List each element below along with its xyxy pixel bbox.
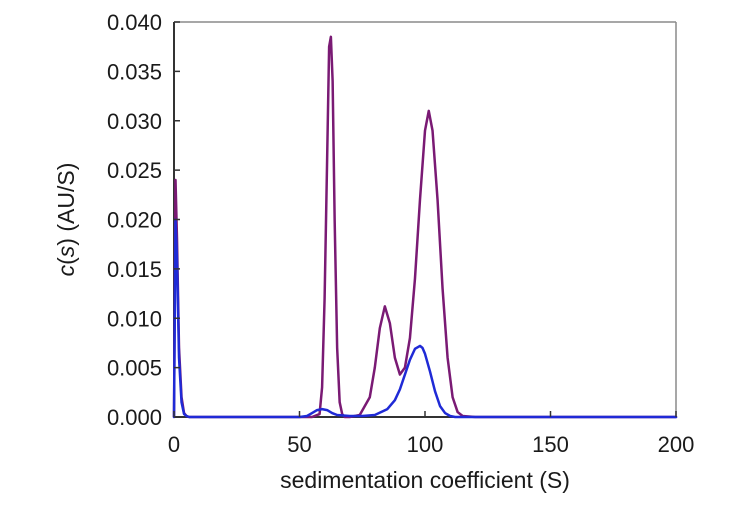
x-axis-ticks: 0 50 100 150 200 (168, 411, 694, 457)
y-axis-title-c: c (53, 264, 79, 276)
y-tick-label: 0.025 (107, 158, 162, 183)
y-axis-ticks: 0.000 0.005 0.010 0.015 0.020 0.025 0.030 0.035… (107, 10, 180, 430)
series-layer (172, 35, 678, 419)
y-tick-label: 0.000 (107, 405, 162, 430)
x-tick-label: 200 (658, 432, 695, 457)
y-axis-title-s: s (53, 245, 79, 257)
y-tick-label: 0.005 (107, 356, 162, 381)
y-axis-title-units: ) (AU/S) (53, 163, 79, 246)
x-axis-title: sedimentation coefficient (S) (280, 467, 570, 493)
series-line-2 (172, 218, 678, 419)
y-axis-title: c(s) (AU/S) (53, 163, 79, 277)
x-tick-label: 100 (407, 432, 444, 457)
series-line-1 (172, 35, 678, 419)
y-tick-label: 0.020 (107, 208, 162, 233)
x-tick-label: 150 (532, 432, 569, 457)
y-axis-title-open-paren: ( (53, 257, 79, 265)
x-tick-label: 50 (287, 432, 311, 457)
y-tick-label: 0.015 (107, 257, 162, 282)
y-tick-label: 0.035 (107, 59, 162, 84)
y-tick-label: 0.040 (107, 10, 162, 35)
y-tick-label: 0.030 (107, 109, 162, 134)
x-tick-label: 0 (168, 432, 180, 457)
y-tick-label: 0.010 (107, 306, 162, 331)
